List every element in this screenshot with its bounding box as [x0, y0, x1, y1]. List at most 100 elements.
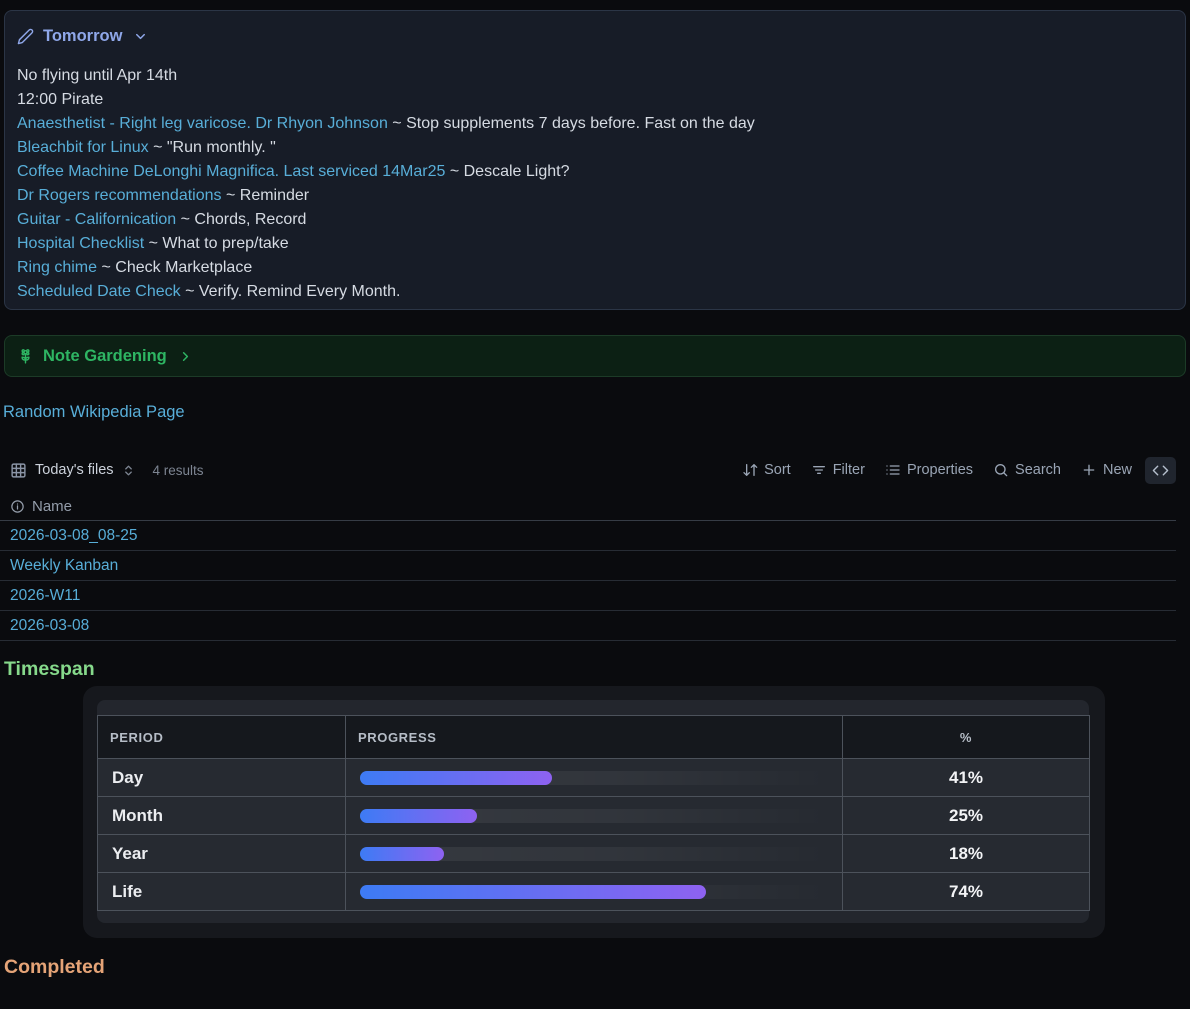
note-text: No flying until Apr 14th — [17, 67, 178, 84]
code-view-button[interactable] — [1145, 456, 1176, 484]
note-line: Scheduled Date Check ~ Verify. Remind Ev… — [17, 280, 1169, 304]
period-cell: Month — [97, 796, 346, 835]
percent-cell: 74% — [842, 872, 1090, 911]
note-text: ~ Descale Light? — [445, 163, 570, 180]
progress-cell — [345, 872, 843, 911]
properties-label: Properties — [906, 462, 974, 478]
period-cell: Life — [97, 872, 346, 911]
search-icon — [993, 462, 1009, 478]
sort-button[interactable]: Sort — [735, 458, 798, 482]
timespan-row: Day 41% — [97, 758, 1090, 797]
random-wikipedia-link[interactable]: Random Wikipedia Page — [3, 403, 185, 421]
tomorrow-callout-header[interactable]: Tomorrow — [17, 24, 1169, 48]
note-link[interactable]: Anaesthetist - Right leg varicose. Dr Rh… — [17, 115, 388, 132]
note-text: ~ What to prep/take — [144, 235, 289, 252]
table-icon — [10, 462, 27, 479]
file-link[interactable]: 2026-W11 — [10, 587, 81, 604]
period-cell: Day — [97, 758, 346, 797]
period-cell: Year — [97, 834, 346, 873]
note-text: 12:00 Pirate — [17, 91, 104, 108]
note-link[interactable]: Bleachbit for Linux — [17, 139, 149, 156]
plus-icon — [1081, 462, 1097, 478]
tomorrow-title: Tomorrow — [43, 26, 123, 45]
percent-cell: 25% — [842, 796, 1090, 835]
timespan-card: PERIOD PROGRESS % Day 41% Month 25% Year 18% L… — [83, 686, 1105, 938]
chevrons-up-down-icon[interactable] — [122, 464, 135, 477]
progress-track — [360, 770, 828, 785]
file-link[interactable]: 2026-03-08 — [10, 617, 90, 634]
pencil-icon — [17, 28, 34, 45]
note-line: Anaesthetist - Right leg varicose. Dr Rh… — [17, 112, 1169, 136]
file-row: 2026-W11 — [0, 581, 1176, 611]
new-button[interactable]: New — [1074, 458, 1139, 482]
tomorrow-content: No flying until Apr 14th 12:00 Pirate Anae… — [17, 64, 1169, 304]
files-toolbar: Today's files 4 results Sort — [0, 455, 1176, 485]
timespan-heading: Timespan — [4, 658, 95, 680]
filter-icon — [811, 462, 827, 478]
percent-cell: 18% — [842, 834, 1090, 873]
progress-bar — [360, 846, 445, 861]
timespan-table: PERIOD PROGRESS % Day 41% Month 25% Year 18% L… — [97, 715, 1090, 911]
note-link[interactable]: Guitar - Californication — [17, 211, 177, 228]
search-button[interactable]: Search — [986, 458, 1068, 482]
note-link[interactable]: Hospital Checklist — [17, 235, 145, 252]
properties-button[interactable]: Properties — [878, 458, 980, 482]
view-title: Today's files — [35, 462, 114, 478]
note-text: ~ Check Marketplace — [97, 259, 253, 276]
file-row: 2026-03-08_08-25 — [0, 521, 1176, 551]
note-link[interactable]: Ring chime — [17, 259, 98, 276]
note-link[interactable]: Dr Rogers recommendations — [17, 187, 222, 204]
toolbar-buttons: Sort Filter Proper — [735, 456, 1176, 484]
progress-track — [360, 884, 828, 899]
progress-bar — [360, 808, 477, 823]
period-column-header: PERIOD — [97, 715, 346, 759]
progress-track — [360, 808, 828, 823]
files-column-header[interactable]: Name — [0, 493, 1176, 521]
progress-column-header: PROGRESS — [345, 715, 843, 759]
progress-track — [360, 846, 828, 861]
flower-icon — [17, 348, 34, 365]
timespan-row: Year 18% — [97, 834, 1090, 873]
completed-heading: Completed — [4, 956, 105, 978]
file-link[interactable]: Weekly Kanban — [10, 557, 119, 574]
note-line: Dr Rogers recommendations ~ Reminder — [17, 184, 1169, 208]
chevron-right-icon — [178, 349, 193, 364]
timespan-card-inner: PERIOD PROGRESS % Day 41% Month 25% Year 18% L… — [97, 700, 1090, 923]
info-icon — [10, 499, 25, 514]
view-selector[interactable]: Today's files 4 results — [0, 462, 204, 479]
note-line: No flying until Apr 14th — [17, 64, 1169, 88]
file-row: Weekly Kanban — [0, 551, 1176, 581]
file-link[interactable]: 2026-03-08_08-25 — [10, 527, 138, 544]
filter-button[interactable]: Filter — [804, 458, 872, 482]
note-text: ~ Reminder — [221, 187, 310, 204]
progress-bar — [360, 770, 552, 785]
timespan-header-row: PERIOD PROGRESS % — [97, 715, 1090, 759]
note-gardening-title: Note Gardening — [43, 346, 167, 365]
note-line: 12:00 Pirate — [17, 88, 1169, 112]
note-link[interactable]: Scheduled Date Check — [17, 283, 181, 300]
results-count: 4 results — [152, 462, 204, 478]
note-text: ~ Verify. Remind Every Month. — [180, 283, 401, 300]
note-line: Ring chime ~ Check Marketplace — [17, 256, 1169, 280]
note-line: Bleachbit for Linux ~ "Run monthly. " — [17, 136, 1169, 160]
progress-bar — [360, 884, 707, 899]
timespan-row: Month 25% — [97, 796, 1090, 835]
percent-cell: 41% — [842, 758, 1090, 797]
files-rows: 2026-03-08_08-25 Weekly Kanban 2026-W11 202… — [0, 521, 1176, 641]
note-text: ~ "Run monthly. " — [148, 139, 276, 156]
note-gardening-callout[interactable]: Note Gardening — [4, 335, 1186, 377]
note-text: ~ Chords, Record — [176, 211, 307, 228]
progress-cell — [345, 796, 843, 835]
file-row: 2026-03-08 — [0, 611, 1176, 641]
progress-cell — [345, 834, 843, 873]
note-link[interactable]: Coffee Machine DeLonghi Magnifica. Last … — [17, 163, 446, 180]
filter-label: Filter — [832, 462, 865, 478]
properties-icon — [885, 462, 901, 478]
note-line: Coffee Machine DeLonghi Magnifica. Last … — [17, 160, 1169, 184]
code-icon — [1152, 462, 1169, 479]
note-line: Hospital Checklist ~ What to prep/take — [17, 232, 1169, 256]
sort-label: Sort — [764, 462, 791, 478]
files-view: Today's files 4 results Sort — [0, 455, 1176, 641]
progress-cell — [345, 758, 843, 797]
